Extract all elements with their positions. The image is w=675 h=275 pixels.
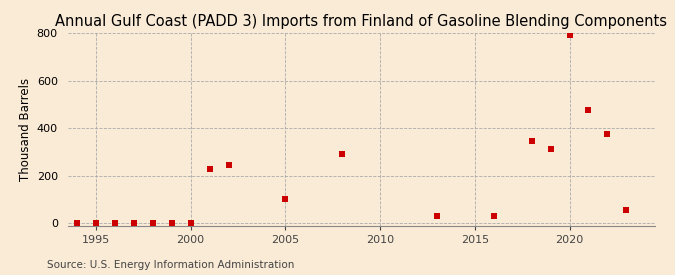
Point: [583, 108, 594, 112]
Point: [545, 147, 556, 152]
Text: Source: U.S. Energy Information Administration: Source: U.S. Energy Information Administ…: [47, 260, 294, 270]
Point: [488, 214, 499, 218]
Point: [72, 221, 82, 225]
Point: [90, 221, 101, 225]
Point: [128, 221, 139, 225]
Point: [166, 221, 177, 225]
Point: [147, 221, 158, 225]
Point: [280, 197, 291, 202]
Point: [337, 152, 348, 156]
Title: Annual Gulf Coast (PADD 3) Imports from Finland of Gasoline Blending Components: Annual Gulf Coast (PADD 3) Imports from …: [55, 14, 667, 29]
Point: [185, 221, 196, 225]
Point: [602, 132, 613, 136]
Point: [204, 166, 215, 171]
Point: [109, 221, 120, 225]
Point: [526, 139, 537, 143]
Point: [564, 33, 575, 38]
Point: [431, 214, 442, 218]
Point: [223, 163, 234, 167]
Point: [621, 208, 632, 212]
Y-axis label: Thousand Barrels: Thousand Barrels: [20, 78, 32, 181]
